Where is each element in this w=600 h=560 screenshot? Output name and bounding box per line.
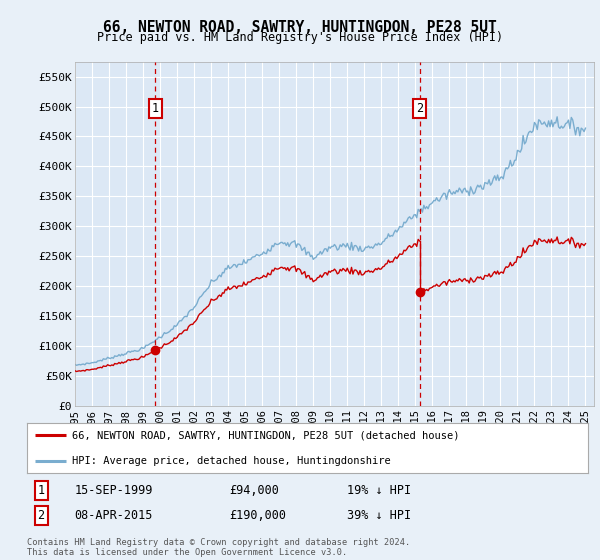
Text: 15-SEP-1999: 15-SEP-1999 [74,484,153,497]
Text: 19% ↓ HPI: 19% ↓ HPI [347,484,411,497]
Text: 1: 1 [37,484,44,497]
Text: HPI: Average price, detached house, Huntingdonshire: HPI: Average price, detached house, Hunt… [72,456,391,465]
Text: Contains HM Land Registry data © Crown copyright and database right 2024.
This d: Contains HM Land Registry data © Crown c… [27,538,410,557]
Text: 2: 2 [416,101,424,115]
Text: 39% ↓ HPI: 39% ↓ HPI [347,509,411,522]
Text: 66, NEWTON ROAD, SAWTRY, HUNTINGDON, PE28 5UT (detached house): 66, NEWTON ROAD, SAWTRY, HUNTINGDON, PE2… [72,431,460,440]
Text: £190,000: £190,000 [229,509,286,522]
Text: Price paid vs. HM Land Registry's House Price Index (HPI): Price paid vs. HM Land Registry's House … [97,31,503,44]
Text: 08-APR-2015: 08-APR-2015 [74,509,153,522]
Text: 66, NEWTON ROAD, SAWTRY, HUNTINGDON, PE28 5UT: 66, NEWTON ROAD, SAWTRY, HUNTINGDON, PE2… [103,20,497,35]
Text: £94,000: £94,000 [229,484,279,497]
Text: 2: 2 [37,509,44,522]
Text: 1: 1 [152,101,159,115]
